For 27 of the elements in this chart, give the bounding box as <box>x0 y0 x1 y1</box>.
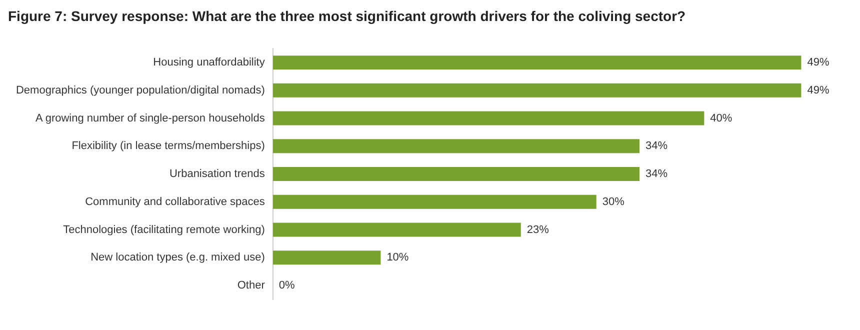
data-label: 49% <box>807 84 830 96</box>
y-tick-label: Community and collaborative spaces <box>85 196 266 208</box>
data-label: 34% <box>645 140 668 152</box>
bar <box>272 167 640 181</box>
data-label: 0% <box>278 280 295 292</box>
y-tick-label: A growing number of single-person households <box>36 112 266 124</box>
y-tick-label: Technologies (facilitating remote working) <box>63 224 265 236</box>
y-tick-label: Flexibility (in lease terms/memberships) <box>72 140 265 152</box>
bar <box>272 56 802 70</box>
chart-title: Figure 7: Survey response: What are the three most significant growth drivers for the coliving sector? <box>8 8 687 24</box>
y-tick-label: Urbanisation trends <box>169 168 266 180</box>
data-label: 23% <box>526 224 550 236</box>
y-tick-label: New location types (e.g. mixed use) <box>90 252 265 264</box>
data-label: 10% <box>386 252 409 264</box>
data-label: 49% <box>807 56 830 69</box>
bar <box>272 250 381 265</box>
data-label: 30% <box>602 196 625 208</box>
y-tick-label: Other <box>237 280 266 292</box>
y-tick-label: Housing unaffordability <box>153 56 266 69</box>
bar <box>272 139 640 154</box>
bar <box>272 111 704 126</box>
data-label: 34% <box>645 168 668 180</box>
bar <box>272 83 802 98</box>
bar <box>272 222 521 237</box>
bar <box>272 194 596 209</box>
data-label: 40% <box>710 112 732 124</box>
y-tick-label: Demographics (younger population/digital nomads) <box>16 84 265 96</box>
